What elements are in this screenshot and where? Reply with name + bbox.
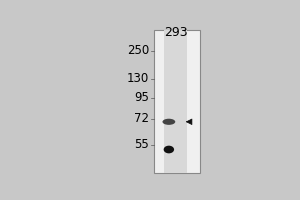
Ellipse shape — [164, 146, 174, 153]
Bar — [154, 30, 200, 173]
Text: 250: 250 — [127, 44, 149, 57]
Text: 130: 130 — [127, 72, 149, 85]
Bar — [164, 30, 188, 173]
Text: 293: 293 — [164, 26, 188, 39]
Ellipse shape — [163, 119, 175, 125]
Text: 55: 55 — [134, 138, 149, 151]
Text: 72: 72 — [134, 112, 149, 125]
Text: 95: 95 — [134, 91, 149, 104]
